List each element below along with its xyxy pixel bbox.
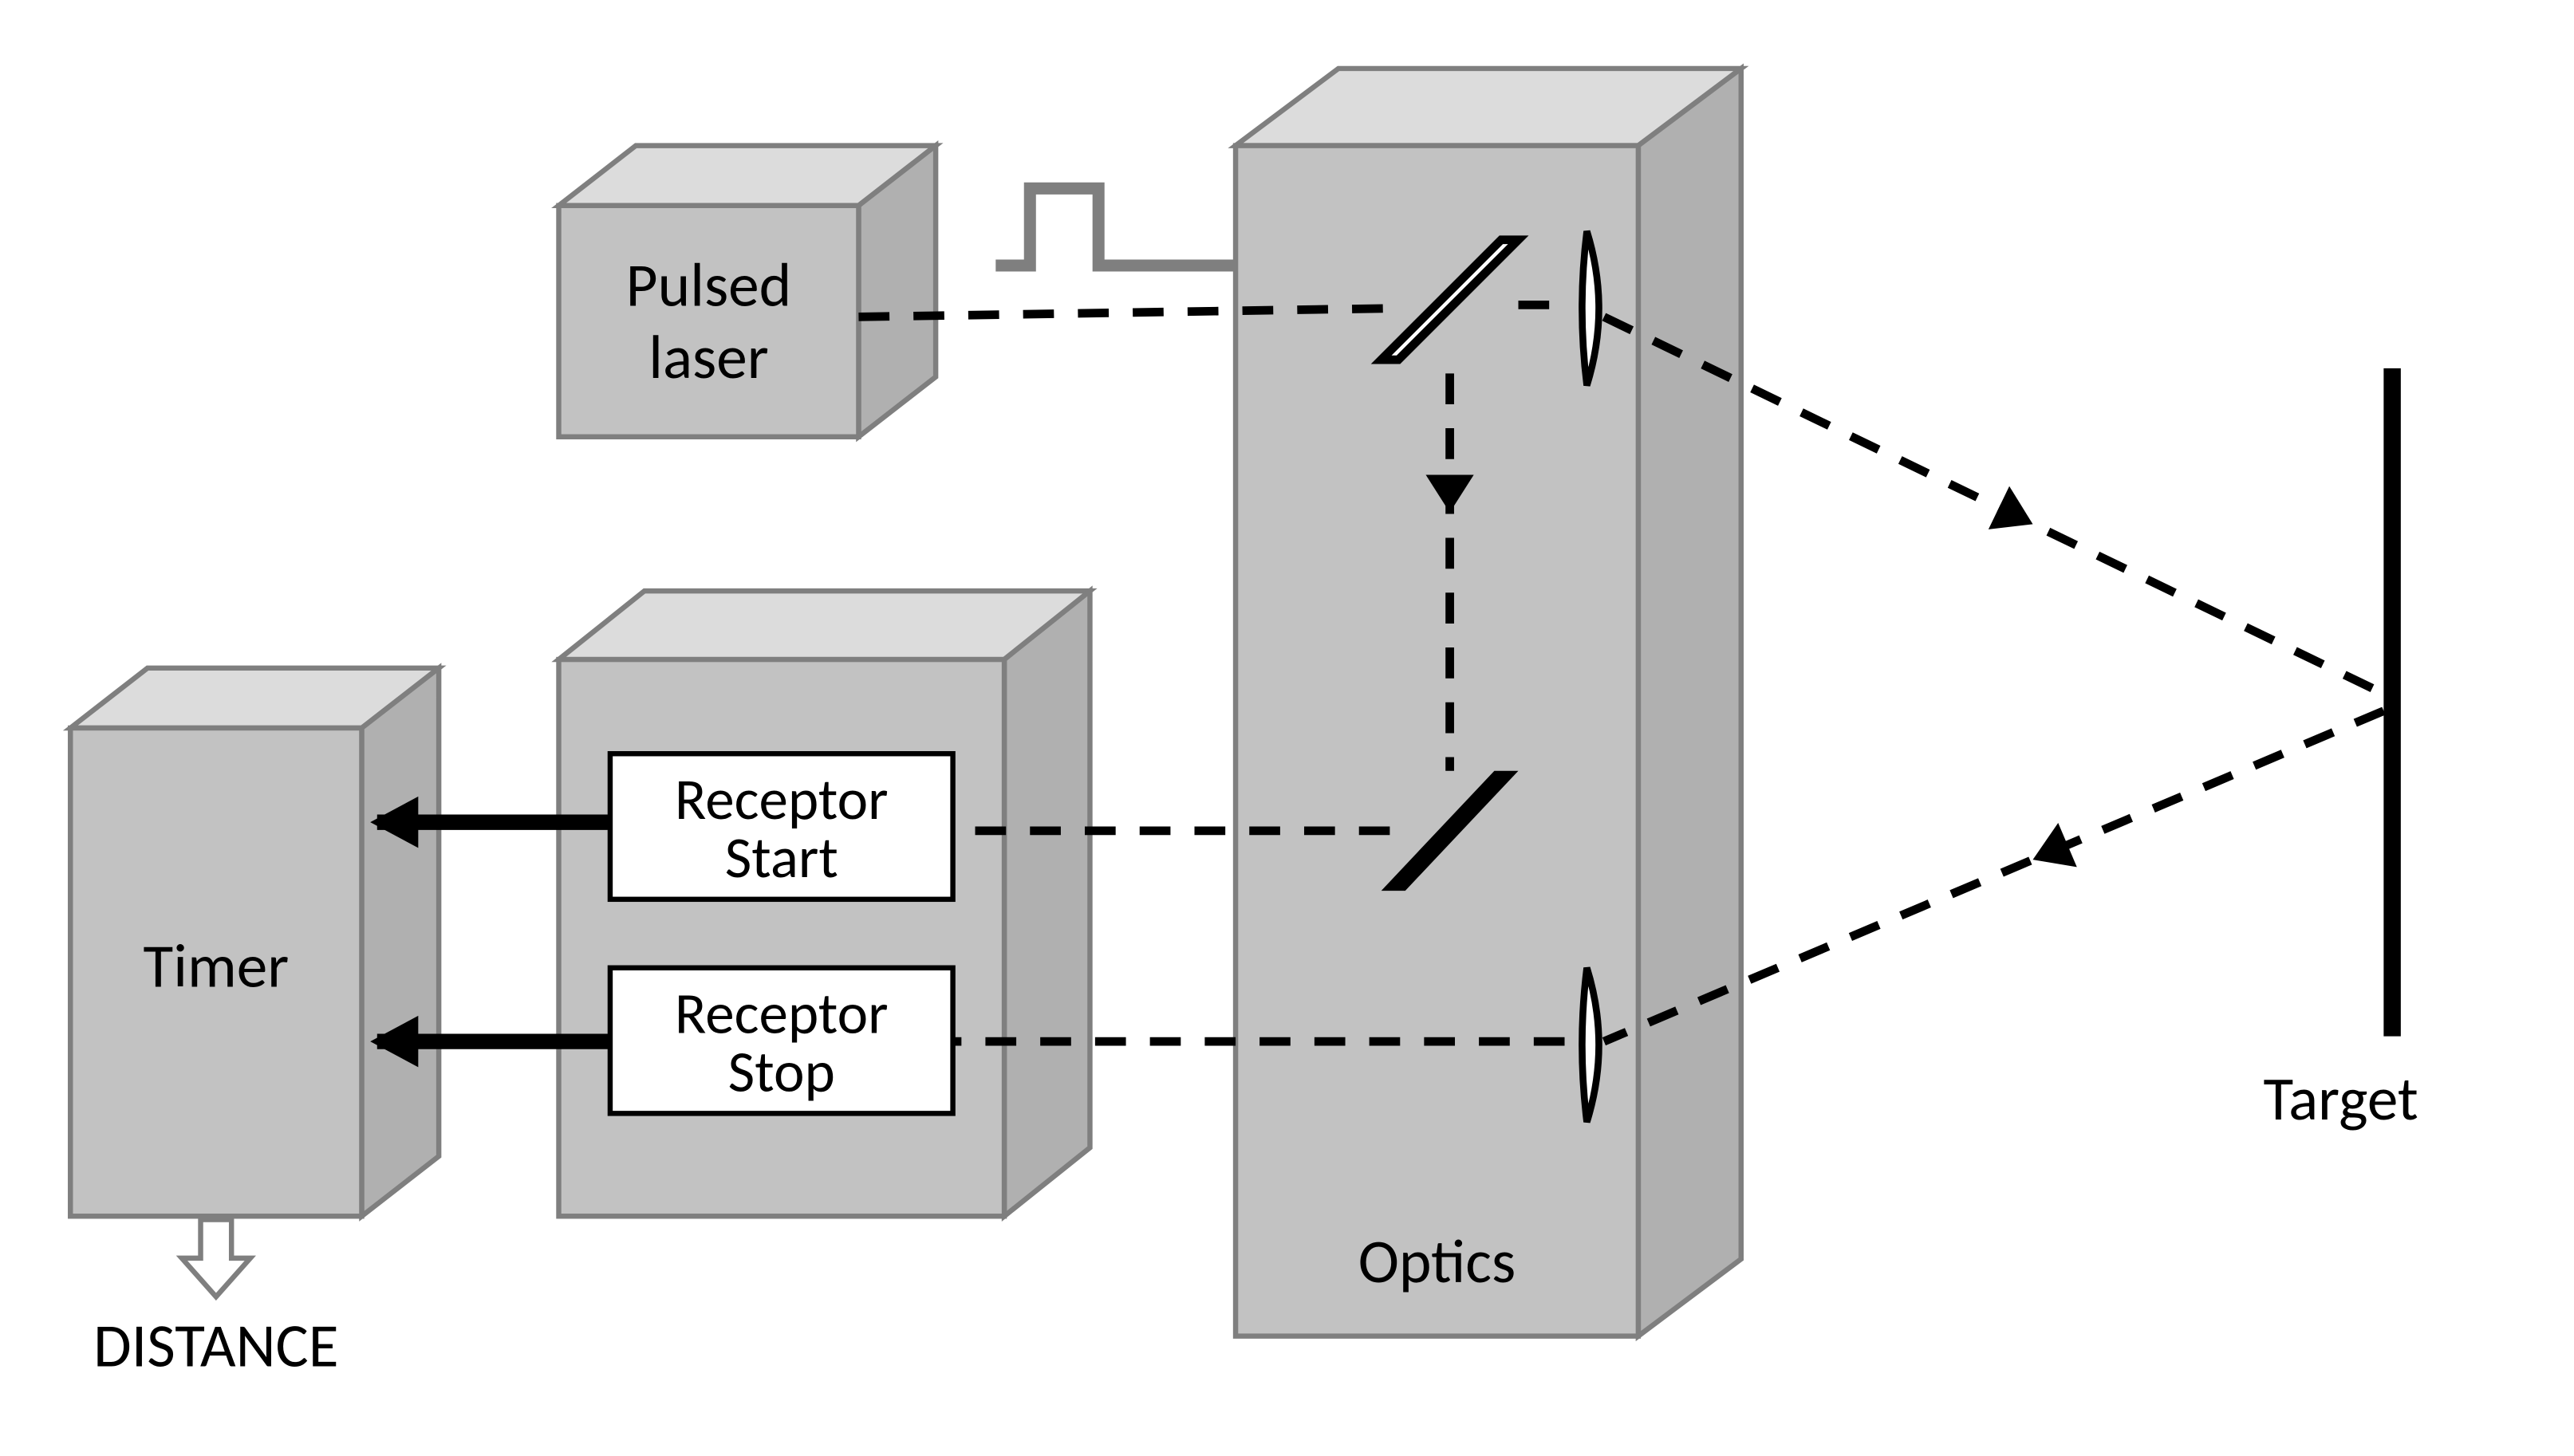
recstop-label-2: Stop (728, 1036, 835, 1108)
receptors-block (559, 591, 1090, 1216)
optics-label: Optics (1358, 1223, 1516, 1299)
recstart-label-2: Start (725, 821, 838, 893)
tx-lens (1582, 231, 1598, 385)
distance-arrow (182, 1220, 250, 1297)
target-label: Target (2264, 1061, 2418, 1136)
laser-label-2: laser (648, 319, 768, 395)
distance-label: DISTANCE (93, 1307, 338, 1383)
path-lens-to-target-arrowhead (1989, 486, 2033, 529)
laser-label-1: Pulsed (626, 247, 792, 323)
pulse-glyph (995, 188, 1236, 266)
rx-lens (1582, 968, 1598, 1122)
timer-label: Timer (144, 928, 290, 1004)
